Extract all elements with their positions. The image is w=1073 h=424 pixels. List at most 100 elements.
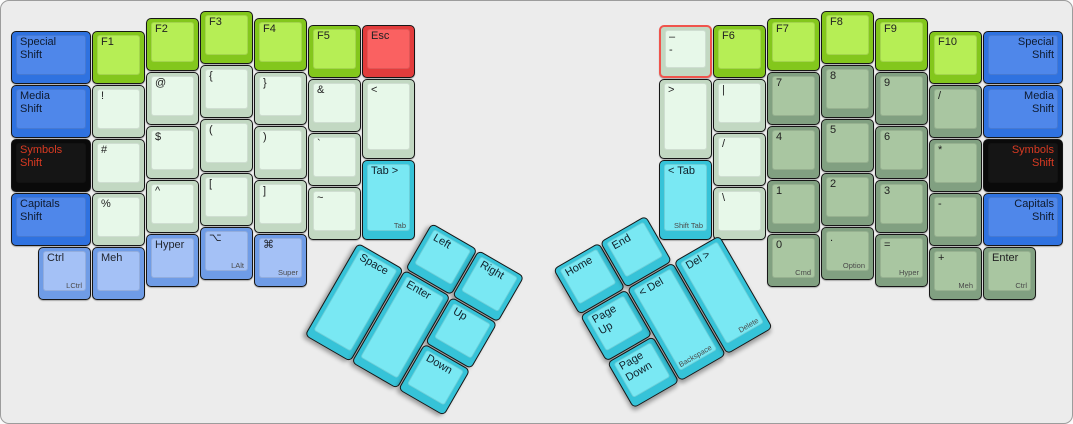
key-top-surface: 8 — [826, 69, 869, 109]
key-num-2[interactable]: 2 — [821, 173, 874, 226]
key-f4[interactable]: F4 — [254, 18, 307, 71]
key-capitals-shift-left[interactable]: Capitals Shift — [11, 193, 91, 246]
key-f9[interactable]: F9 — [875, 18, 928, 71]
key-num-7[interactable]: 7 — [767, 72, 820, 125]
key-num-5[interactable]: 5 — [821, 119, 874, 172]
key-label: Tab > — [371, 165, 399, 177]
key-f5[interactable]: F5 — [308, 25, 361, 78]
key-f7[interactable]: F7 — [767, 18, 820, 71]
key-label: 4 — [776, 131, 783, 143]
key-enter-right[interactable]: Enter Ctrl — [983, 247, 1036, 300]
key-num-plus[interactable]: + Meh — [929, 247, 982, 300]
key-sub-label: LCtrl — [66, 281, 82, 290]
key-tab-forward[interactable]: Tab > Tab — [362, 160, 415, 240]
key-symbols-shift-right[interactable]: Symbols Shift — [983, 139, 1063, 192]
key-num-equals[interactable]: = Hyper — [875, 234, 928, 287]
key-tilde[interactable]: ~ — [308, 187, 361, 240]
key-media-shift-left[interactable]: Media Shift — [11, 85, 91, 138]
key-dollar[interactable]: $ — [146, 126, 199, 179]
key-top-surface: ~ — [313, 191, 356, 231]
key-label: = — [884, 239, 891, 251]
key-f2[interactable]: F2 — [146, 18, 199, 71]
key-paren-open[interactable]: ( — [200, 119, 253, 172]
key-top-surface: Meh — [97, 251, 140, 291]
key-bracket-open[interactable]: [ — [200, 173, 253, 226]
key-less-than[interactable]: < — [362, 79, 415, 159]
key-paren-close[interactable]: ) — [254, 126, 307, 179]
key-sub-label: Ctrl — [1015, 281, 1027, 290]
key-label: Symbols Shift — [20, 144, 63, 169]
key-label: Home — [563, 254, 595, 280]
key-top-surface: Enter Ctrl — [988, 251, 1031, 291]
key-slash[interactable]: / — [713, 133, 766, 186]
key-top-surface: ⌥ LAlt — [205, 231, 248, 271]
key-at[interactable]: @ — [146, 72, 199, 125]
key-super[interactable]: ⌘ Super — [254, 234, 307, 287]
key-label: > — [668, 84, 675, 96]
key-top-surface: F10 — [934, 35, 977, 75]
key-num-6[interactable]: 6 — [875, 126, 928, 179]
key-backslash[interactable]: \ — [713, 187, 766, 240]
key-f1[interactable]: F1 — [92, 31, 145, 84]
key-label: ~ — [317, 192, 324, 204]
key-top-surface: [ — [205, 177, 248, 217]
key-label: End — [610, 232, 634, 253]
key-num-star[interactable]: * — [929, 139, 982, 192]
key-top-surface: Special Shift — [988, 35, 1058, 75]
key-greater-than[interactable]: > — [659, 79, 712, 159]
key-label: 6 — [884, 131, 891, 143]
key-caret[interactable]: ^ — [146, 180, 199, 233]
key-percent[interactable]: % — [92, 193, 145, 246]
key-symbols-shift-left[interactable]: Symbols Shift — [11, 139, 91, 192]
key-label: % — [101, 198, 111, 210]
key-f6[interactable]: F6 — [713, 25, 766, 78]
key-label: Special Shift — [20, 36, 57, 61]
key-capitals-shift-right[interactable]: Capitals Shift — [983, 193, 1063, 246]
key-num-1[interactable]: 1 — [767, 180, 820, 233]
key-top-surface: F8 — [826, 15, 869, 55]
key-ctrl-left[interactable]: Ctrl LCtrl — [38, 247, 91, 300]
key-top-surface: / — [718, 137, 761, 177]
key-label: Media Shift — [1024, 90, 1054, 115]
key-top-surface: 5 — [826, 123, 869, 163]
key-brace-close[interactable]: } — [254, 72, 307, 125]
key-top-surface: $ — [151, 130, 194, 170]
key-num-4[interactable]: 4 — [767, 126, 820, 179]
key-ampersand[interactable]: & — [308, 79, 361, 132]
key-num-9[interactable]: 9 — [875, 72, 928, 125]
key-f3[interactable]: F3 — [200, 11, 253, 64]
key-top-surface: } — [259, 76, 302, 116]
key-label: 9 — [884, 77, 891, 89]
key-exclamation[interactable]: ! — [92, 85, 145, 138]
key-top-surface: ] — [259, 184, 302, 224]
key-dash-selected[interactable]: – - — [659, 25, 712, 78]
key-num-0[interactable]: 0 Cmd — [767, 234, 820, 287]
key-special-shift-right[interactable]: Special Shift — [983, 31, 1063, 84]
key-esc[interactable]: Esc — [362, 25, 415, 78]
key-top-surface: * — [934, 143, 977, 183]
key-hash[interactable]: # — [92, 139, 145, 192]
key-num-3[interactable]: 3 — [875, 180, 928, 233]
key-bracket-close[interactable]: ] — [254, 180, 307, 233]
key-top-surface: 0 Cmd — [772, 238, 815, 278]
key-f10[interactable]: F10 — [929, 31, 982, 84]
key-backtick[interactable]: ` — [308, 133, 361, 186]
key-special-shift-left[interactable]: Special Shift — [11, 31, 91, 84]
key-brace-open[interactable]: { — [200, 65, 253, 118]
key-meh-left[interactable]: Meh — [92, 247, 145, 300]
key-label: < Tab — [668, 165, 696, 177]
key-tab-back[interactable]: < Tab Shift Tab — [659, 160, 712, 240]
key-hyper-left[interactable]: Hyper — [146, 234, 199, 287]
key-pipe[interactable]: | — [713, 79, 766, 132]
key-num-8[interactable]: 8 — [821, 65, 874, 118]
key-num-period[interactable]: . Option — [821, 227, 874, 280]
key-num-slash[interactable]: / — [929, 85, 982, 138]
key-label: | — [722, 84, 725, 96]
key-media-shift-right[interactable]: Media Shift — [983, 85, 1063, 138]
key-f8[interactable]: F8 — [821, 11, 874, 64]
key-sub-label: Backspace — [677, 342, 714, 370]
key-label: Enter — [992, 252, 1019, 264]
key-lalt[interactable]: ⌥ LAlt — [200, 227, 253, 280]
key-top-surface: F2 — [151, 22, 194, 62]
key-num-minus[interactable]: - — [929, 193, 982, 246]
